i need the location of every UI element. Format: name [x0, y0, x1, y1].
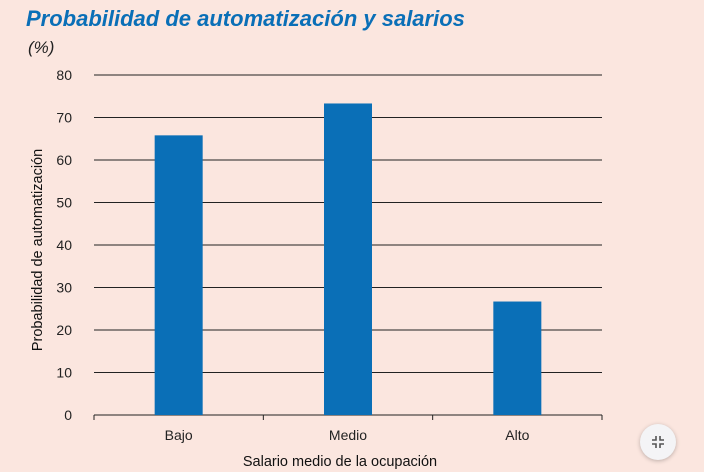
- y-tick-label: 0: [64, 407, 72, 423]
- y-tick-label: 10: [56, 365, 72, 381]
- y-axis-title: Probabilidad de automatización: [30, 149, 46, 351]
- y-tick-label: 80: [56, 67, 72, 83]
- x-tick-label: Medio: [329, 427, 367, 443]
- y-tick-label: 60: [56, 152, 72, 168]
- bar-medio: [324, 103, 372, 415]
- chart-title: Probabilidad de automatización y salario…: [26, 6, 465, 31]
- x-tick-label: Alto: [505, 427, 529, 443]
- collapse-arrows-icon: [652, 436, 664, 448]
- x-tick-label: Bajo: [165, 427, 193, 443]
- x-axis-title: Salario medio de la ocupación: [243, 454, 437, 470]
- y-tick-label: 40: [56, 237, 72, 253]
- y-tick-label: 50: [56, 195, 72, 211]
- exit-fullscreen-button[interactable]: [640, 424, 676, 460]
- y-tick-label: 30: [56, 280, 72, 296]
- bar-alto: [493, 301, 542, 415]
- y-tick-label: 20: [56, 322, 72, 338]
- y-tick-label: 70: [56, 110, 72, 126]
- unit-label: (%): [28, 38, 55, 57]
- bar-bajo: [154, 135, 203, 415]
